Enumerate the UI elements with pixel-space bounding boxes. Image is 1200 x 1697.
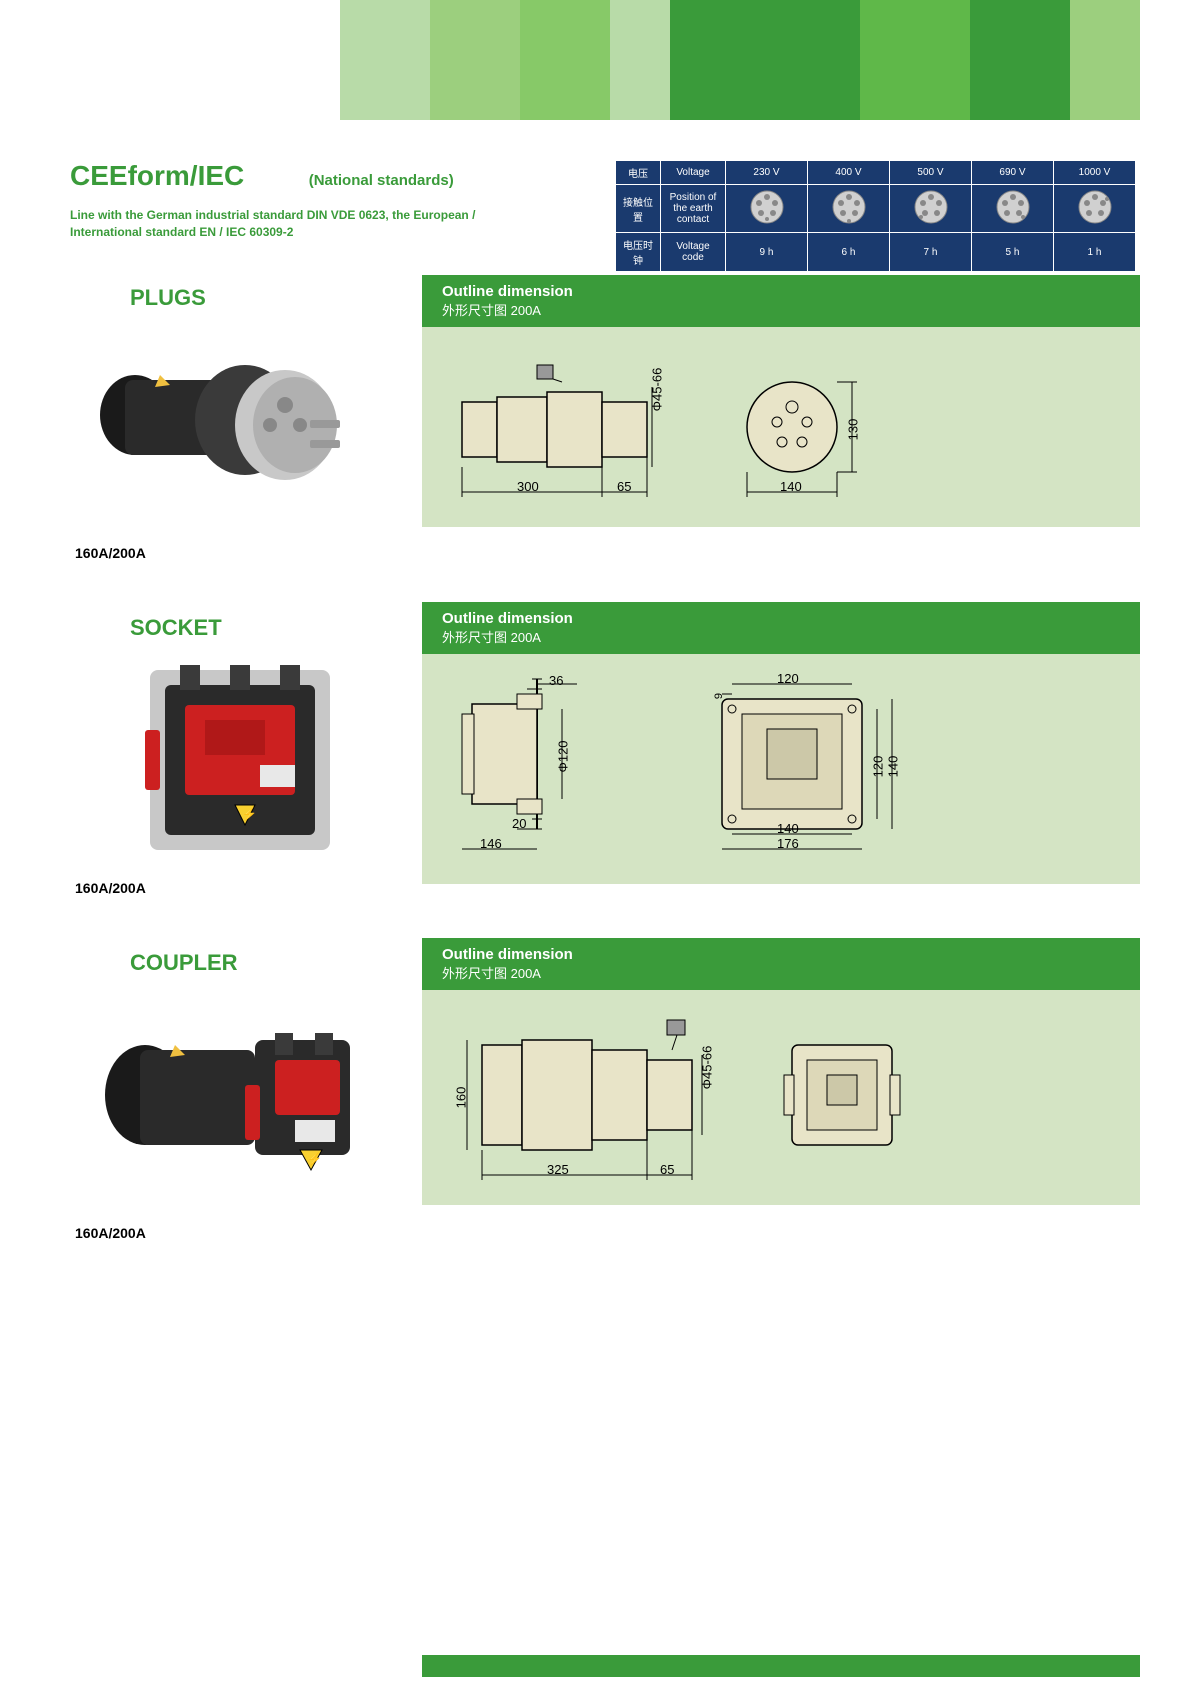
vt-r1-c4: 1000 V bbox=[1054, 161, 1136, 185]
socket-w1: 120 bbox=[777, 671, 799, 686]
vt-r1-c0: 230 V bbox=[726, 161, 808, 185]
coupler-photo: ⚡ bbox=[90, 985, 380, 1210]
connector-icon bbox=[726, 185, 808, 233]
connector-icon bbox=[808, 185, 890, 233]
connector-icon bbox=[890, 185, 972, 233]
connector-icon bbox=[972, 185, 1054, 233]
plugs-dim-cn: 外形尺寸图 200A bbox=[442, 300, 1120, 319]
socket-d1: 36 bbox=[549, 673, 563, 688]
vt-r2-en: Position of the earth contact bbox=[661, 185, 726, 233]
connector-icon bbox=[1054, 185, 1136, 233]
coupler-h: 160 bbox=[453, 1087, 468, 1109]
vt-r3-en: Voltage code bbox=[661, 233, 726, 272]
plug-dim-300: 300 bbox=[517, 479, 539, 494]
socket-label: 160A/200A bbox=[75, 880, 146, 896]
socket-w6: 176 bbox=[777, 836, 799, 851]
coupler-dia: Φ45-66 bbox=[699, 1046, 714, 1090]
vt-r1-c2: 500 V bbox=[890, 161, 972, 185]
title-desc: Line with the German industrial standard… bbox=[70, 207, 510, 241]
plug-dim-130: 130 bbox=[845, 419, 860, 441]
vt-r3-cn: 电压时钟 bbox=[616, 233, 661, 272]
svg-text:⚡: ⚡ bbox=[307, 1152, 322, 1166]
socket-d2: Φ120 bbox=[556, 740, 571, 772]
vt-r3-c2: 7 h bbox=[890, 233, 972, 272]
coupler-dim-body: 160 325 65 Φ45-66 bbox=[422, 990, 1140, 1205]
coupler-dim-cn: 外形尺寸图 200A bbox=[442, 963, 1120, 982]
vt-r3-c3: 5 h bbox=[972, 233, 1054, 272]
vt-r1-cn: 电压 bbox=[616, 161, 661, 185]
title-main: CEEform/IEC bbox=[70, 160, 244, 191]
socket-w4: 140 bbox=[885, 756, 900, 778]
plugs-title: PLUGS bbox=[130, 285, 206, 311]
title-sub: (National standards) bbox=[309, 172, 454, 189]
coupler-label: 160A/200A bbox=[75, 1225, 146, 1241]
bottom-bar bbox=[422, 1655, 1140, 1677]
socket-w5: 140 bbox=[777, 821, 799, 836]
coupler-dim-en: Outline dimension bbox=[442, 946, 1120, 963]
coupler-l1: 325 bbox=[547, 1162, 569, 1177]
vt-r3-c4: 1 h bbox=[1054, 233, 1136, 272]
socket-title: SOCKET bbox=[130, 615, 222, 641]
vt-r1-c3: 690 V bbox=[972, 161, 1054, 185]
coupler-title: COUPLER bbox=[130, 950, 238, 976]
vt-r2-cn: 接触位置 bbox=[616, 185, 661, 233]
plug-dim-dia: Φ45-66 bbox=[649, 368, 664, 412]
plug-dim-140: 140 bbox=[780, 479, 802, 494]
socket-dim-header: Outline dimension 外形尺寸图 200A bbox=[422, 602, 1140, 654]
coupler-diagram bbox=[422, 990, 1140, 1205]
socket-photo: ⚡ bbox=[130, 650, 360, 885]
vt-r1-en: Voltage bbox=[661, 161, 726, 185]
coupler-l2: 65 bbox=[660, 1162, 674, 1177]
plugs-dim-header: Outline dimension 外形尺寸图 200A bbox=[422, 275, 1140, 327]
socket-dim-en: Outline dimension bbox=[442, 610, 1120, 627]
socket-d4: 146 bbox=[480, 836, 502, 851]
plugs-dim-body: 300 65 Φ45-66 140 130 bbox=[422, 327, 1140, 527]
svg-text:⚡: ⚡ bbox=[242, 807, 257, 821]
socket-w2: 9 bbox=[713, 693, 725, 699]
socket-d3: 20 bbox=[512, 816, 526, 831]
plug-dim-65: 65 bbox=[617, 479, 631, 494]
plug-photo bbox=[85, 325, 365, 530]
socket-dim-body: 36 Φ120 20 146 120 9 120 140 140 176 bbox=[422, 654, 1140, 884]
plugs-dim-en: Outline dimension bbox=[442, 283, 1120, 300]
plug-label: 160A/200A bbox=[75, 545, 146, 561]
header-block: CEEform/IEC (National standards) Line wi… bbox=[70, 160, 510, 241]
voltage-table: 电压 Voltage 230 V 400 V 500 V 690 V 1000 … bbox=[615, 160, 1136, 272]
socket-dim-cn: 外形尺寸图 200A bbox=[442, 627, 1120, 646]
vt-r3-c1: 6 h bbox=[808, 233, 890, 272]
vt-r1-c1: 400 V bbox=[808, 161, 890, 185]
coupler-dim-header: Outline dimension 外形尺寸图 200A bbox=[422, 938, 1140, 990]
plugs-diagram bbox=[422, 327, 1140, 527]
socket-w3: 120 bbox=[870, 756, 885, 778]
vt-r3-c0: 9 h bbox=[726, 233, 808, 272]
top-color-bars bbox=[340, 0, 1140, 120]
